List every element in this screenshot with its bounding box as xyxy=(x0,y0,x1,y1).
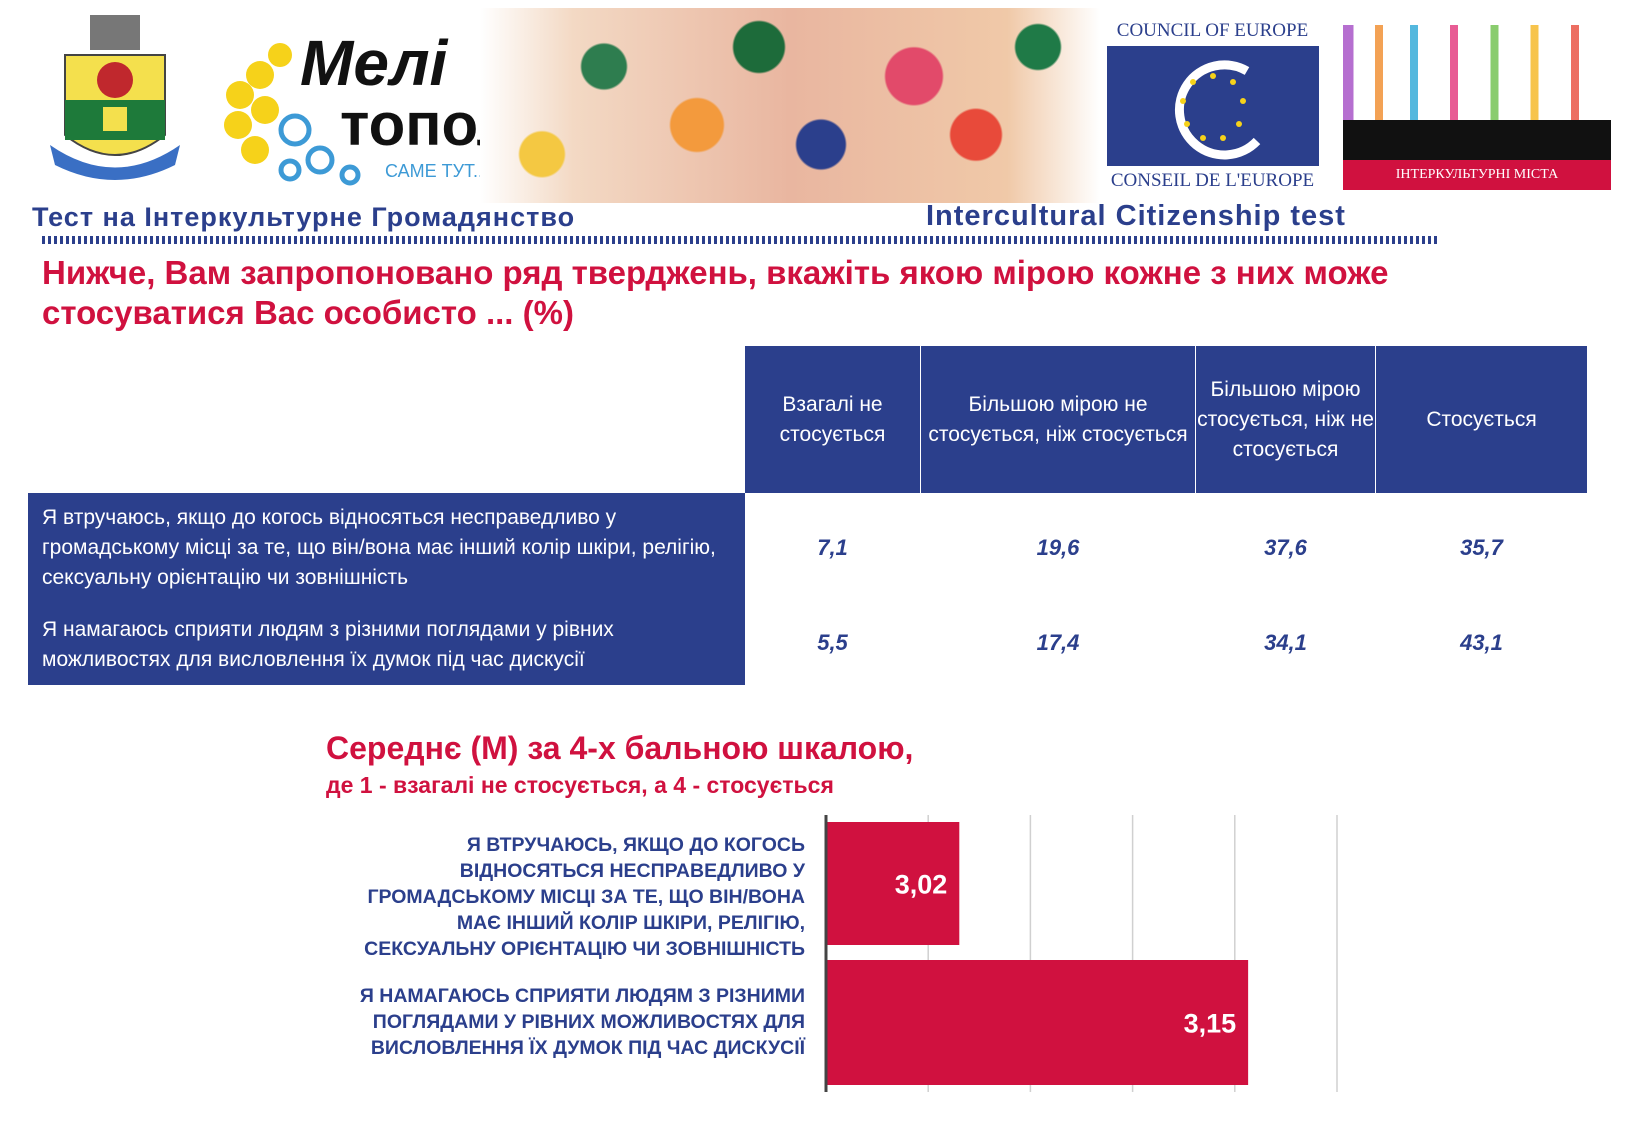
dotted-divider xyxy=(42,236,1437,244)
column-header: Стосується xyxy=(1376,346,1587,493)
column-header: Більшою мірою стосується, ніж не стосуєт… xyxy=(1196,346,1375,493)
table-cell: 7,1 xyxy=(817,535,848,560)
table-cell: 35,7 xyxy=(1460,535,1503,560)
row-label: Я втручаюсь, якщо до когось відносяться … xyxy=(28,503,745,593)
intercultural-cities-logo: ІНТЕРКУЛЬТУРНІ МІСТА xyxy=(1343,25,1611,190)
svg-text:САМЕ ТУТ...: САМЕ ТУТ... xyxy=(385,161,488,181)
table-cell: 34,1 xyxy=(1264,630,1307,655)
title-en: Intercultural Citizenship test xyxy=(926,200,1346,232)
melitopol-crest-logo xyxy=(45,15,185,190)
column-header: Більшою мірою не стосується, ніж стосуєт… xyxy=(921,346,1195,493)
chart-subtitle: де 1 - взагалі не стосується, а 4 - стос… xyxy=(326,772,834,798)
chart-title: Середнє (М) за 4-х бальною шкалою, xyxy=(326,730,914,766)
category-label: Я ВТРУЧАЮСЬ, ЯКЩО ДО КОГОСЬ ВІДНОСЯТЬСЯ … xyxy=(364,834,805,960)
svg-text:Мелі: Мелі xyxy=(300,27,449,99)
table-cell: 19,6 xyxy=(1036,535,1080,560)
row-label: Я намагаюсь сприяти людям з різними погл… xyxy=(28,615,745,675)
intercultural-cities-text: ІНТЕРКУЛЬТУРНІ МІСТА xyxy=(1343,160,1611,190)
data-label: 3,02 xyxy=(895,870,948,900)
table-cell: 17,4 xyxy=(1036,630,1080,655)
coe-top-text: COUNCIL OF EUROPE xyxy=(1116,20,1309,41)
category-label: Я НАМАГАЮСЬ СПРИЯТИ ЛЮДЯМ З РІЗНИМИ ПОГЛ… xyxy=(359,985,805,1059)
bar xyxy=(826,960,1249,1085)
bar xyxy=(826,822,960,945)
table-cell: 5,5 xyxy=(817,630,848,655)
data-label: 3,15 xyxy=(1184,1009,1237,1039)
coe-bottom-text: CONSEIL DE L'EUROPE xyxy=(1110,170,1315,191)
column-header: Взагалі не стосується xyxy=(745,346,920,493)
page-heading: Нижче, Вам запропоновано ряд тверджень, … xyxy=(42,254,1389,331)
title-ua: Тест на Інтеркультурне Громадянство xyxy=(32,202,576,232)
table-cell: 37,6 xyxy=(1264,535,1307,560)
coe-flag xyxy=(1106,46,1319,166)
table-cell: 43,1 xyxy=(1460,630,1503,655)
mosaic-banner-image xyxy=(480,8,1100,203)
council-of-europe-logo: COUNCIL OF EUROPE CONSEIL DE L'EUROPE xyxy=(1105,20,1320,192)
